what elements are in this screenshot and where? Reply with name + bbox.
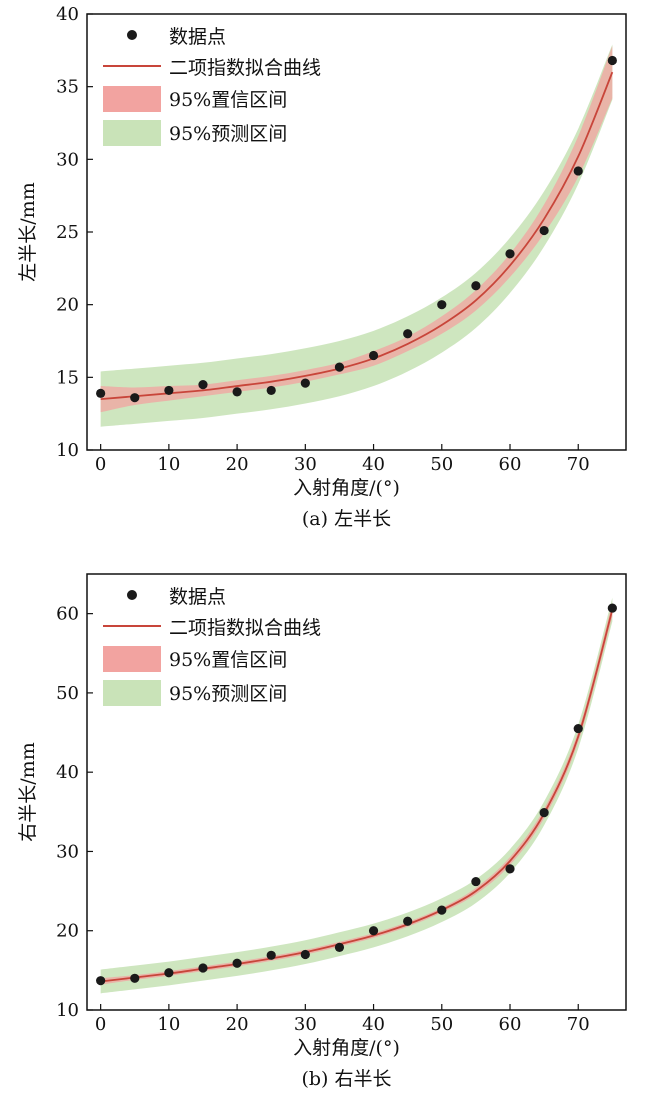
chart-b-data-point (539, 808, 549, 818)
chart-a-caption: (a) 左半长 (302, 508, 391, 530)
chart-a-legend-confidence-label: 95%置信区间 (169, 89, 287, 111)
chart-a-data-point (368, 350, 379, 361)
chart-a-legend-prediction-marker (103, 120, 161, 146)
chart-a-data-point (300, 378, 310, 388)
chart-a-svg: 0 10 20 30 40 50 60 7010152025303540入射角度/(°)左半长… (17, 4, 627, 530)
chart-b-x-tick-label: 10 (157, 1014, 180, 1035)
chart-b-y-tick-label: 40 (56, 762, 79, 783)
chart-b-x-axis-label: 入射角度/(°) (293, 1037, 400, 1059)
chart-right-half-length: 0 10 20 30 40 50 60 70 10 20 30 40 50 60 入射角度/(°) 右半长/m… (0, 560, 650, 1117)
chart-b-x-tick-label: 30 (294, 1014, 317, 1035)
chart-a-x-tick-label: 40 (362, 454, 385, 475)
chart-b-legend-points-marker (127, 590, 137, 600)
chart-a-x-tick-label: 20 (226, 454, 249, 475)
chart-a-x-axis-label: 入射角度/(°) (293, 477, 400, 499)
chart-b-legend-prediction-label: 95%预测区间 (169, 683, 287, 705)
chart-b-data-point (266, 950, 276, 960)
chart-b-x-tick-label: 0 (95, 1014, 106, 1035)
chart-b-x-tick-label: 40 (362, 1014, 385, 1035)
chart-a-data-point (232, 387, 242, 397)
chart-b-prediction-band (100, 597, 613, 994)
chart-b-data-point (232, 958, 242, 968)
chart-a-data-point (266, 385, 276, 396)
chart-b-legend-confidence-label: 95%置信区间 (169, 649, 287, 671)
chart-b-y-tick-label: 60 (56, 604, 79, 625)
chart-a-legend-points-marker (127, 30, 137, 40)
chart-b-svg: 0 10 20 30 40 50 60 70 10 20 30 40 50 60 入射角度/(°) 右半长/m… (17, 573, 627, 1090)
chart-a-y-tick-label: 30 (56, 149, 79, 170)
chart-b-y-tick-label: 20 (56, 921, 79, 942)
chart-b-x-tick-label: 60 (499, 1014, 522, 1035)
chart-a-legend-fit-label: 二项指数拟合曲线 (169, 57, 321, 79)
chart-a-x-tick-label: 30 (294, 454, 317, 475)
chart-a-y-tick-label: 20 (56, 295, 79, 316)
chart-a-y-tick-label: 15 (56, 367, 79, 388)
chart-a-data-point (539, 225, 549, 236)
chart-b-legend-fit-label: 二项指数拟合曲线 (169, 617, 321, 639)
chart-b-legend-prediction-marker (103, 680, 161, 706)
chart-b-data-point (164, 968, 174, 978)
chart-a-y-tick-label: 35 (56, 77, 79, 98)
chart-b-data-point (300, 949, 310, 960)
chart-b-data-point (368, 926, 379, 936)
chart-a-data-point (198, 380, 208, 390)
chart-b-data-point (437, 905, 447, 915)
chart-b-legend-confidence-marker (103, 646, 161, 672)
chart-a-data-point (437, 300, 447, 310)
chart-a-y-tick-label: 10 (56, 440, 79, 461)
chart-b-y-tick-label: 10 (56, 1000, 79, 1021)
chart-a-legend-points-label: 数据点 (169, 26, 226, 48)
chart-b-data-point (198, 963, 208, 973)
chart-b-y-tick-label: 50 (56, 683, 79, 704)
chart-b-data-point (403, 916, 413, 926)
chart-b-data-point (96, 976, 106, 986)
chart-a-fit-line (100, 71, 614, 401)
chart-a-data-point (471, 281, 481, 291)
chart-a-data-point (130, 393, 140, 403)
chart-b-legend-points-label: 数据点 (169, 586, 226, 608)
chart-b-data-point (130, 973, 140, 983)
chart-a-x-tick-label: 50 (430, 454, 453, 475)
chart-a-data-point (334, 362, 345, 372)
chart-a-legend-confidence-marker (103, 86, 161, 112)
chart-b-data-point (505, 864, 515, 874)
chart-left-half-length: 0 10 20 30 40 50 60 70 10 15 20 25 30 35 40 入射角度/(°) 左半长… (0, 0, 650, 558)
chart-a-data-point (505, 249, 515, 259)
chart-b-data-point (607, 603, 617, 613)
chart-b-data-point (471, 876, 481, 887)
chart-b-data-point (573, 723, 583, 734)
chart-a-data-point (573, 166, 583, 176)
chart-a-y-tick-label: 25 (56, 222, 79, 243)
chart-b-plot-frame (86, 573, 627, 1011)
chart-a-x-tick-label: 60 (499, 454, 522, 475)
chart-b-x-tick-label: 50 (430, 1014, 453, 1035)
chart-a-data-point (164, 385, 174, 396)
chart-b-x-tick-label: 70 (567, 1014, 590, 1035)
chart-a-x-tick-label: 70 (567, 454, 590, 475)
chart-b-x-tick-label: 20 (226, 1014, 249, 1035)
chart-a-y-axis-label: 左半长/mm (17, 182, 39, 281)
chart-a-data-point (96, 388, 106, 398)
chart-b-y-tick-label: 30 (56, 841, 79, 862)
chart-a-x-tick-label: 10 (157, 454, 180, 475)
chart-a-y-tick-label: 40 (56, 4, 79, 25)
chart-b-caption: (b) 右半长 (301, 1068, 391, 1090)
chart-a-data-point (607, 55, 617, 66)
chart-a-data-point (403, 329, 413, 339)
chart-b-data-point (334, 942, 345, 952)
chart-a-legend-prediction-label: 95%预测区间 (169, 123, 287, 145)
chart-a-x-tick-label: 0 (95, 454, 106, 475)
chart-b-y-axis-label: 右半长/mm (17, 742, 39, 841)
